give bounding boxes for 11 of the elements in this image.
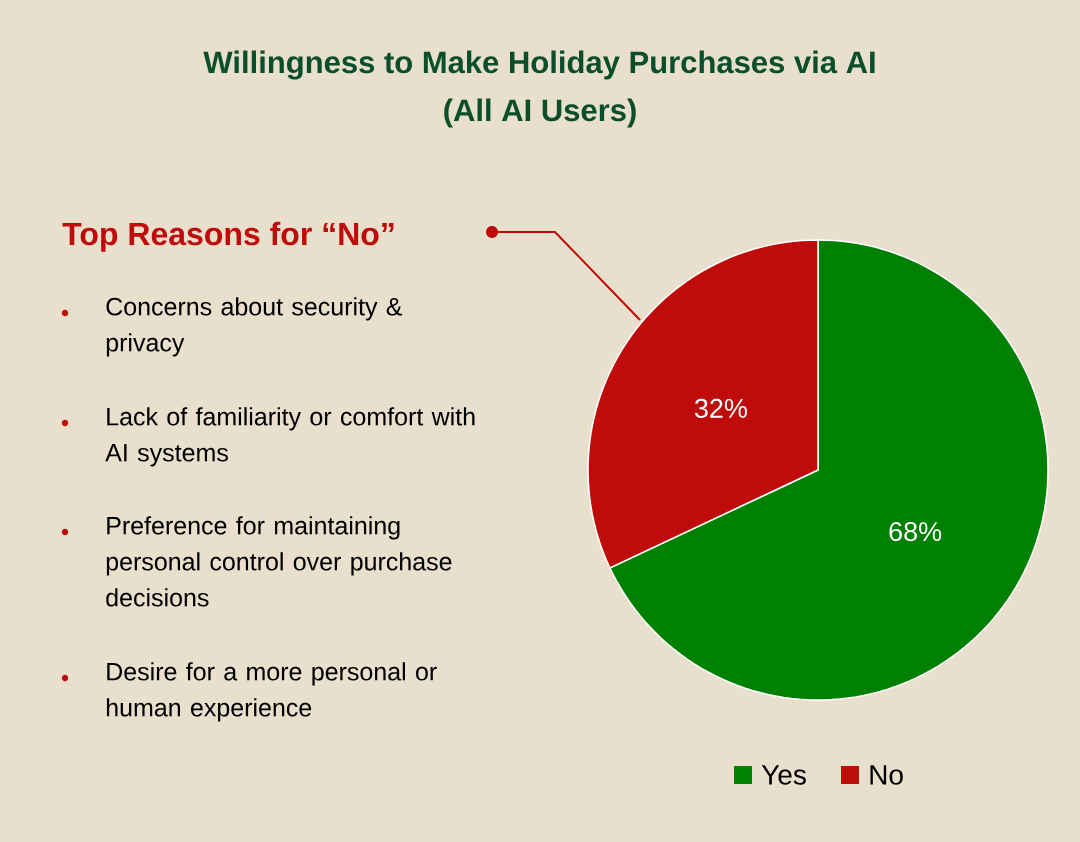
text: Preference for maintaining personal control over purchase decisions [106,516,452,607]
text: Desire for a more personal or human experience [106,662,437,722]
legend-label: Yes [761,765,806,785]
text: Top Reasons for “No” [62,221,394,252]
data-label: 32% [694,398,747,418]
text: Concerns about security & privacy [106,297,403,357]
text: Lack of familiarity or comfort with AI systems [105,407,475,467]
legend-label: No [870,765,903,785]
chart-subtitle: (All AI Users) [444,98,636,128]
chart-title: Willingness to Make Holiday Purchases via AI [203,50,875,80]
data-label: 68% [889,522,942,542]
